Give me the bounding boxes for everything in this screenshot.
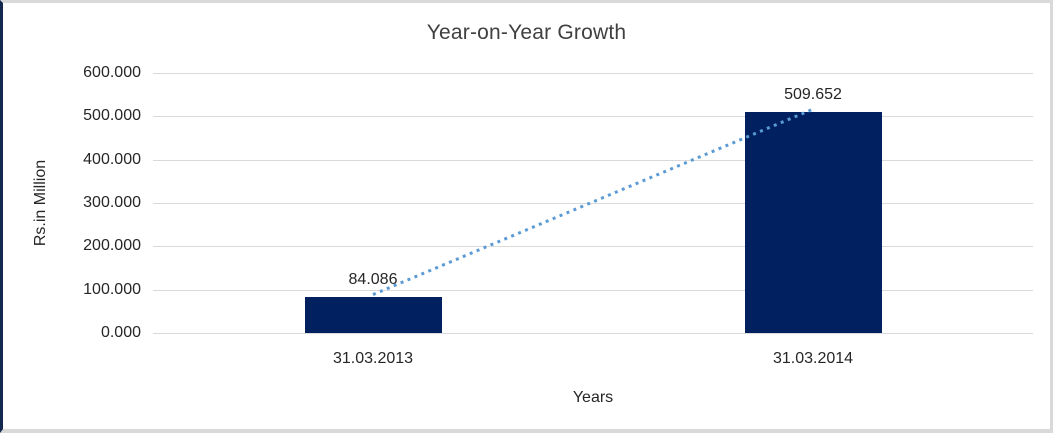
chart-title: Year-on-Year Growth <box>426 21 627 44</box>
bar-value-label: 509.652 <box>784 86 842 104</box>
x-tick-label: 31.03.2014 <box>772 350 854 367</box>
gridline <box>153 203 1033 204</box>
gridline <box>153 159 1033 161</box>
trendline <box>372 107 814 296</box>
y-tick-label: 600.000 <box>83 64 141 81</box>
gridline <box>153 289 1033 291</box>
y-tick-label: 500.000 <box>83 107 141 125</box>
y-tick-label: 400.000 <box>83 150 141 168</box>
gridline <box>153 73 1033 74</box>
x-tick-label: 31.03.2013 <box>332 350 414 367</box>
bar-value-label: 84.086 <box>348 270 398 288</box>
gridline <box>153 116 1033 118</box>
gridline <box>153 246 1033 248</box>
plot-area: 600.000 500.000 400.000 300.000 200.000 100.0… <box>3 3 1050 429</box>
y-tick-label: 300.000 <box>83 194 141 211</box>
x-axis-title: Years <box>572 389 614 406</box>
bar-31.03.2013 <box>304 296 442 333</box>
y-tick-label: 100.000 <box>83 280 141 298</box>
y-tick-label: 200.000 <box>83 237 141 255</box>
bar-31.03.2014 <box>744 112 882 333</box>
gridline <box>153 333 1033 334</box>
y-tick-label: 0.000 <box>100 324 141 341</box>
